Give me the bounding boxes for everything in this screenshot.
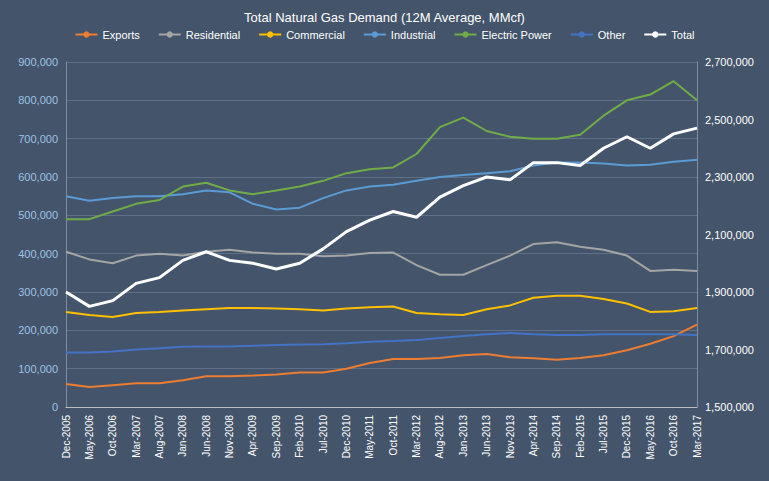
svg-text:1,900,000: 1,900,000	[705, 286, 754, 298]
svg-text:2,500,000: 2,500,000	[705, 114, 754, 126]
svg-text:200,000: 200,000	[18, 324, 58, 336]
svg-text:Dec-2010: Dec-2010	[341, 415, 352, 459]
svg-text:1,700,000: 1,700,000	[705, 344, 754, 356]
svg-text:Nov-2013: Nov-2013	[505, 415, 516, 459]
svg-text:Commercial: Commercial	[286, 29, 345, 41]
svg-text:Total: Total	[671, 29, 694, 41]
svg-text:Dec-2005: Dec-2005	[61, 415, 72, 459]
svg-text:May-2006: May-2006	[84, 415, 95, 460]
svg-text:Total Natural Gas Demand (12M: Total Natural Gas Demand (12M Average, M…	[244, 10, 525, 25]
svg-text:Nov-2008: Nov-2008	[224, 415, 235, 459]
svg-text:Jun-2013: Jun-2013	[481, 415, 492, 457]
svg-text:Oct-2016: Oct-2016	[668, 415, 679, 457]
svg-text:400,000: 400,000	[18, 248, 58, 260]
svg-text:Feb-2015: Feb-2015	[575, 415, 586, 458]
svg-text:Sep-2009: Sep-2009	[271, 415, 282, 459]
svg-text:2,700,000: 2,700,000	[705, 56, 754, 68]
svg-text:600,000: 600,000	[18, 171, 58, 183]
svg-text:800,000: 800,000	[18, 94, 58, 106]
svg-text:Jul-2015: Jul-2015	[598, 415, 609, 454]
svg-text:900,000: 900,000	[18, 56, 58, 68]
svg-text:700,000: 700,000	[18, 133, 58, 145]
svg-text:Feb-2010: Feb-2010	[294, 415, 305, 458]
svg-text:500,000: 500,000	[18, 209, 58, 221]
svg-text:Aug-2007: Aug-2007	[154, 415, 165, 459]
svg-text:Mar-2012: Mar-2012	[411, 415, 422, 458]
svg-text:May-2016: May-2016	[645, 415, 656, 460]
svg-text:May-2011: May-2011	[364, 415, 375, 459]
svg-text:Oct-2006: Oct-2006	[107, 415, 118, 457]
svg-text:Mar-2017: Mar-2017	[692, 415, 703, 458]
svg-text:Oct-2011: Oct-2011	[388, 415, 399, 456]
svg-text:2,100,000: 2,100,000	[705, 229, 754, 241]
svg-text:Apr-2009: Apr-2009	[247, 415, 258, 457]
svg-text:300,000: 300,000	[18, 286, 58, 298]
svg-text:Jun-2008: Jun-2008	[201, 415, 212, 457]
svg-text:Sep-2014: Sep-2014	[551, 415, 562, 459]
svg-text:0: 0	[52, 401, 58, 413]
svg-text:Exports: Exports	[102, 29, 140, 41]
svg-text:1,500,000: 1,500,000	[705, 401, 754, 413]
svg-text:Jan-2013: Jan-2013	[458, 415, 469, 457]
svg-text:Jul-2010: Jul-2010	[318, 415, 329, 454]
svg-text:2,300,000: 2,300,000	[705, 171, 754, 183]
svg-text:Aug-2012: Aug-2012	[434, 415, 445, 459]
svg-text:Other: Other	[598, 29, 626, 41]
svg-text:Apr-2014: Apr-2014	[528, 415, 539, 457]
svg-text:Industrial: Industrial	[391, 29, 436, 41]
svg-text:Electric Power: Electric Power	[481, 29, 552, 41]
svg-text:Residential: Residential	[186, 29, 240, 41]
svg-text:Jan-2008: Jan-2008	[177, 415, 188, 457]
svg-text:Dec-2015: Dec-2015	[621, 415, 632, 459]
svg-text:100,000: 100,000	[18, 363, 58, 375]
svg-text:Mar-2007: Mar-2007	[131, 415, 142, 458]
